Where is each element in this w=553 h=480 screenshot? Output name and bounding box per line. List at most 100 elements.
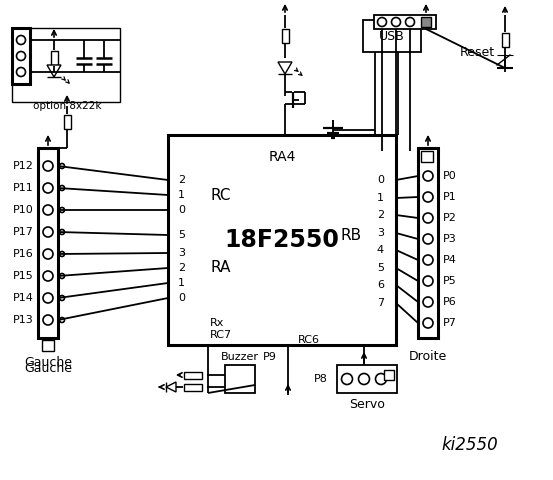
Text: P7: P7 [443, 318, 457, 328]
Polygon shape [278, 62, 292, 74]
Circle shape [423, 171, 433, 181]
Circle shape [43, 315, 53, 325]
Bar [374, 15, 436, 29]
Circle shape [392, 17, 400, 26]
Bar [418, 148, 438, 338]
Polygon shape [166, 382, 176, 392]
Circle shape [60, 317, 65, 323]
Text: RC: RC [210, 188, 231, 203]
Text: Servo: Servo [349, 398, 385, 411]
Text: 3: 3 [178, 248, 185, 258]
Text: RA4: RA4 [268, 150, 296, 164]
Text: P1: P1 [443, 192, 457, 202]
Text: P17: P17 [13, 227, 34, 237]
Circle shape [60, 274, 65, 278]
Text: 7: 7 [377, 298, 384, 308]
Text: Rx: Rx [210, 318, 225, 328]
Bar [225, 365, 255, 393]
Text: 2: 2 [377, 210, 384, 220]
Circle shape [43, 205, 53, 215]
Circle shape [423, 234, 433, 244]
Circle shape [60, 296, 65, 300]
Text: P5: P5 [443, 276, 457, 286]
Text: P13: P13 [13, 315, 34, 325]
Circle shape [375, 373, 387, 384]
Text: Reset: Reset [460, 47, 495, 60]
Bar [363, 20, 421, 52]
Bar [337, 365, 397, 393]
Bar [421, 151, 433, 162]
Text: 5: 5 [377, 263, 384, 273]
Circle shape [60, 252, 65, 256]
Bar [502, 33, 509, 47]
Bar [384, 370, 394, 380]
Bar [184, 372, 202, 379]
Text: P10: P10 [13, 205, 34, 215]
Text: 4: 4 [377, 245, 384, 255]
Text: 1: 1 [178, 190, 185, 200]
Text: USB: USB [379, 29, 405, 43]
Text: P11: P11 [13, 183, 34, 193]
Text: option 8x22k: option 8x22k [33, 101, 101, 111]
Text: P14: P14 [13, 293, 34, 303]
Bar [12, 28, 30, 84]
Text: RC6: RC6 [298, 335, 320, 345]
Circle shape [60, 229, 65, 235]
Bar [421, 17, 431, 27]
Text: P0: P0 [443, 171, 457, 181]
Circle shape [378, 17, 387, 26]
Circle shape [60, 185, 65, 191]
Text: 18F2550: 18F2550 [225, 228, 340, 252]
Text: 6: 6 [377, 280, 384, 290]
Text: P3: P3 [443, 234, 457, 244]
Text: P4: P4 [443, 255, 457, 265]
Text: P8: P8 [314, 374, 328, 384]
Text: P16: P16 [13, 249, 34, 259]
Text: 2: 2 [178, 175, 185, 185]
Circle shape [43, 249, 53, 259]
Text: RC7: RC7 [210, 330, 232, 340]
Bar [184, 384, 202, 391]
Bar [281, 29, 289, 43]
Text: 2: 2 [178, 263, 185, 273]
Circle shape [423, 255, 433, 265]
Bar [168, 135, 396, 345]
Text: RB: RB [341, 228, 362, 242]
Circle shape [43, 183, 53, 193]
Text: Buzzer: Buzzer [221, 352, 259, 362]
Circle shape [423, 276, 433, 286]
Text: Gauche: Gauche [24, 361, 72, 374]
Circle shape [43, 271, 53, 281]
Text: P6: P6 [443, 297, 457, 307]
Text: 1: 1 [377, 193, 384, 203]
Text: ki2550: ki2550 [442, 436, 498, 454]
Text: 3: 3 [377, 228, 384, 238]
Bar [38, 148, 58, 338]
Circle shape [423, 213, 433, 223]
Bar [64, 115, 70, 129]
Text: Gauche: Gauche [24, 357, 72, 370]
Polygon shape [47, 65, 61, 77]
Text: P12: P12 [13, 161, 34, 171]
Circle shape [342, 373, 352, 384]
Text: 5: 5 [178, 230, 185, 240]
Circle shape [17, 51, 25, 60]
Text: 0: 0 [377, 175, 384, 185]
Circle shape [43, 161, 53, 171]
Circle shape [43, 227, 53, 237]
Circle shape [43, 293, 53, 303]
Bar [50, 51, 58, 65]
Text: P9: P9 [263, 352, 277, 362]
Circle shape [60, 207, 65, 213]
Circle shape [423, 297, 433, 307]
Text: P2: P2 [443, 213, 457, 223]
Circle shape [60, 164, 65, 168]
Bar [42, 340, 54, 351]
Text: P15: P15 [13, 271, 34, 281]
Bar [12, 28, 120, 102]
Circle shape [423, 318, 433, 328]
Text: 1: 1 [178, 278, 185, 288]
Circle shape [405, 17, 415, 26]
Circle shape [358, 373, 369, 384]
Circle shape [423, 192, 433, 202]
